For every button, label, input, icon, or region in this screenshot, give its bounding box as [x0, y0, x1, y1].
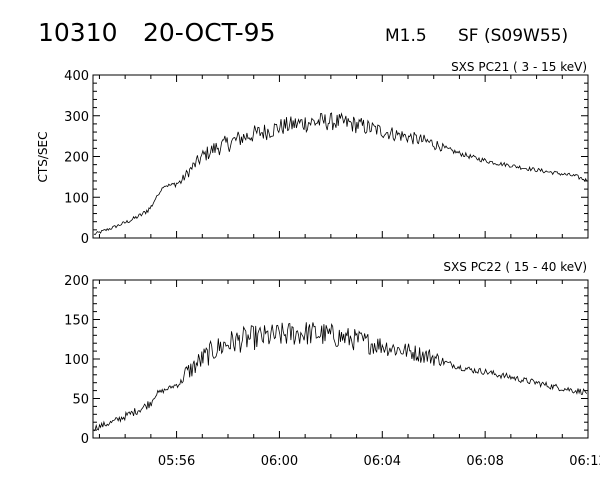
x-ticks-pc22 — [98, 280, 589, 438]
event-id: 10310 — [38, 18, 118, 47]
x-tick-label: 06:12 — [569, 454, 600, 469]
y-tick-label: 200 — [64, 151, 89, 166]
x-tick-labels: 05:56 06:00 06:04 06:08 06:12 — [158, 454, 600, 469]
y-tick-label: 300 — [64, 110, 89, 125]
x-tick-label: 06:08 — [466, 454, 503, 469]
plot-frame-pc22 — [92, 279, 589, 439]
series-line-pc22 — [93, 322, 588, 432]
flare-location: SF (S09W55) — [458, 26, 568, 46]
flare-class: M1.5 — [385, 26, 427, 46]
y-tick-label: 400 — [64, 69, 89, 84]
y-tick-label: 50 — [72, 393, 89, 408]
event-date: 20-OCT-95 — [143, 18, 275, 47]
x-tick-label: 06:00 — [261, 454, 298, 469]
y-tick-label: 200 — [64, 274, 89, 289]
series-line-pc21 — [93, 112, 588, 236]
chart-title-pc22: SXS PC22 ( 15 - 40 keV) — [443, 260, 587, 274]
y-ticks-pc21: 0 100 200 300 400 — [64, 69, 588, 247]
y-tick-label: 0 — [81, 432, 89, 447]
x-ticks-pc21 — [98, 75, 589, 238]
y-tick-label: 150 — [64, 314, 89, 329]
y-ticks-pc22: 0 50 100 150 200 — [64, 274, 588, 447]
y-tick-label: 0 — [81, 232, 89, 247]
plot-frame-pc21 — [92, 74, 589, 239]
x-tick-label: 05:56 — [158, 454, 195, 469]
panel-pc21: SXS PC21 ( 3 - 15 keV) CTS/SEC 0 100 200 30… — [36, 60, 589, 247]
x-tick-label: 06:04 — [364, 454, 401, 469]
y-axis-label: CTS/SEC — [36, 132, 50, 183]
chart-title-pc21: SXS PC21 ( 3 - 15 keV) — [451, 60, 587, 74]
y-tick-label: 100 — [64, 353, 89, 368]
panel-pc22: SXS PC22 ( 15 - 40 keV) 0 50 100 150 200 05:… — [64, 260, 600, 469]
y-tick-label: 100 — [64, 191, 89, 206]
